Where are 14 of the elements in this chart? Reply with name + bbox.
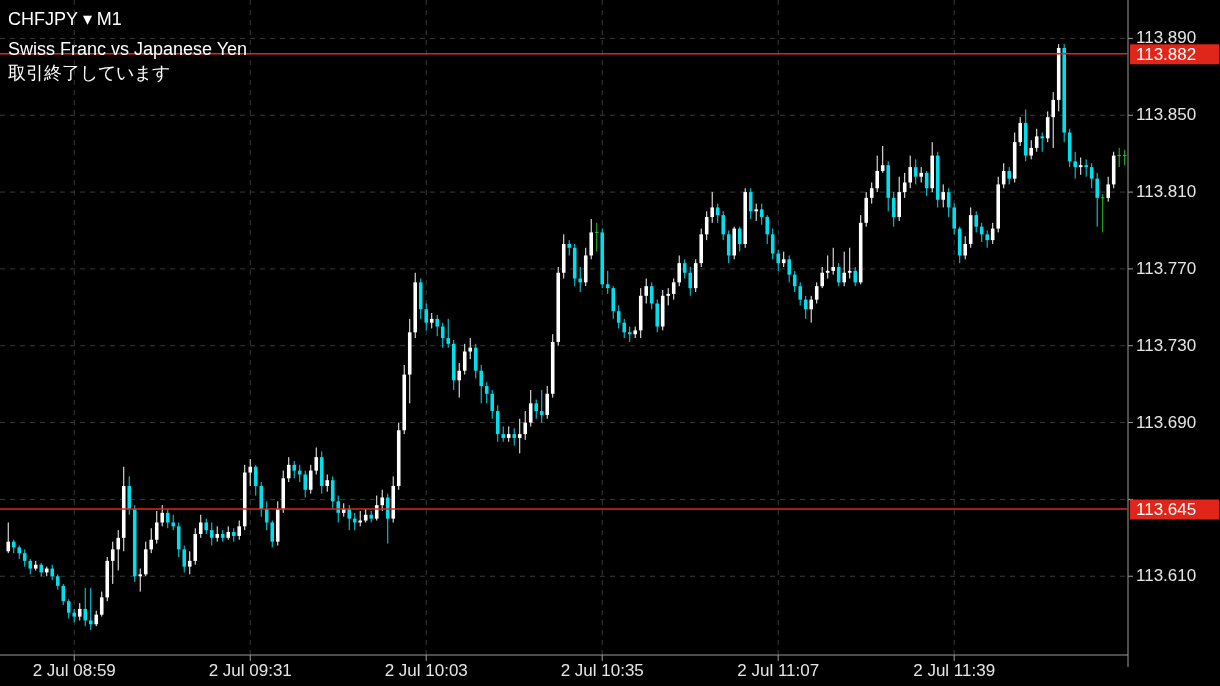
x-tick-label: 2 Jul 11:39 [913, 661, 996, 680]
x-tick-label: 2 Jul 10:35 [560, 661, 644, 680]
y-tick-label: 113.770 [1136, 258, 1197, 278]
x-tick-label: 2 Jul 08:59 [32, 661, 116, 680]
y-tick-label: 113.730 [1136, 335, 1197, 355]
ref-line-label: 113.645 [1136, 500, 1197, 520]
x-tick-label: 2 Jul 10:03 [384, 661, 468, 680]
y-tick-label: 113.850 [1136, 105, 1197, 125]
ref-line: 113.645 [0, 499, 1219, 520]
x-tick-label: 2 Jul 09:31 [208, 661, 292, 680]
y-tick-label: 113.610 [1136, 566, 1197, 586]
x-tick-label: 2 Jul 11:07 [737, 661, 820, 680]
y-tick-label: 113.690 [1136, 412, 1197, 432]
y-tick-label: 113.810 [1136, 182, 1197, 202]
